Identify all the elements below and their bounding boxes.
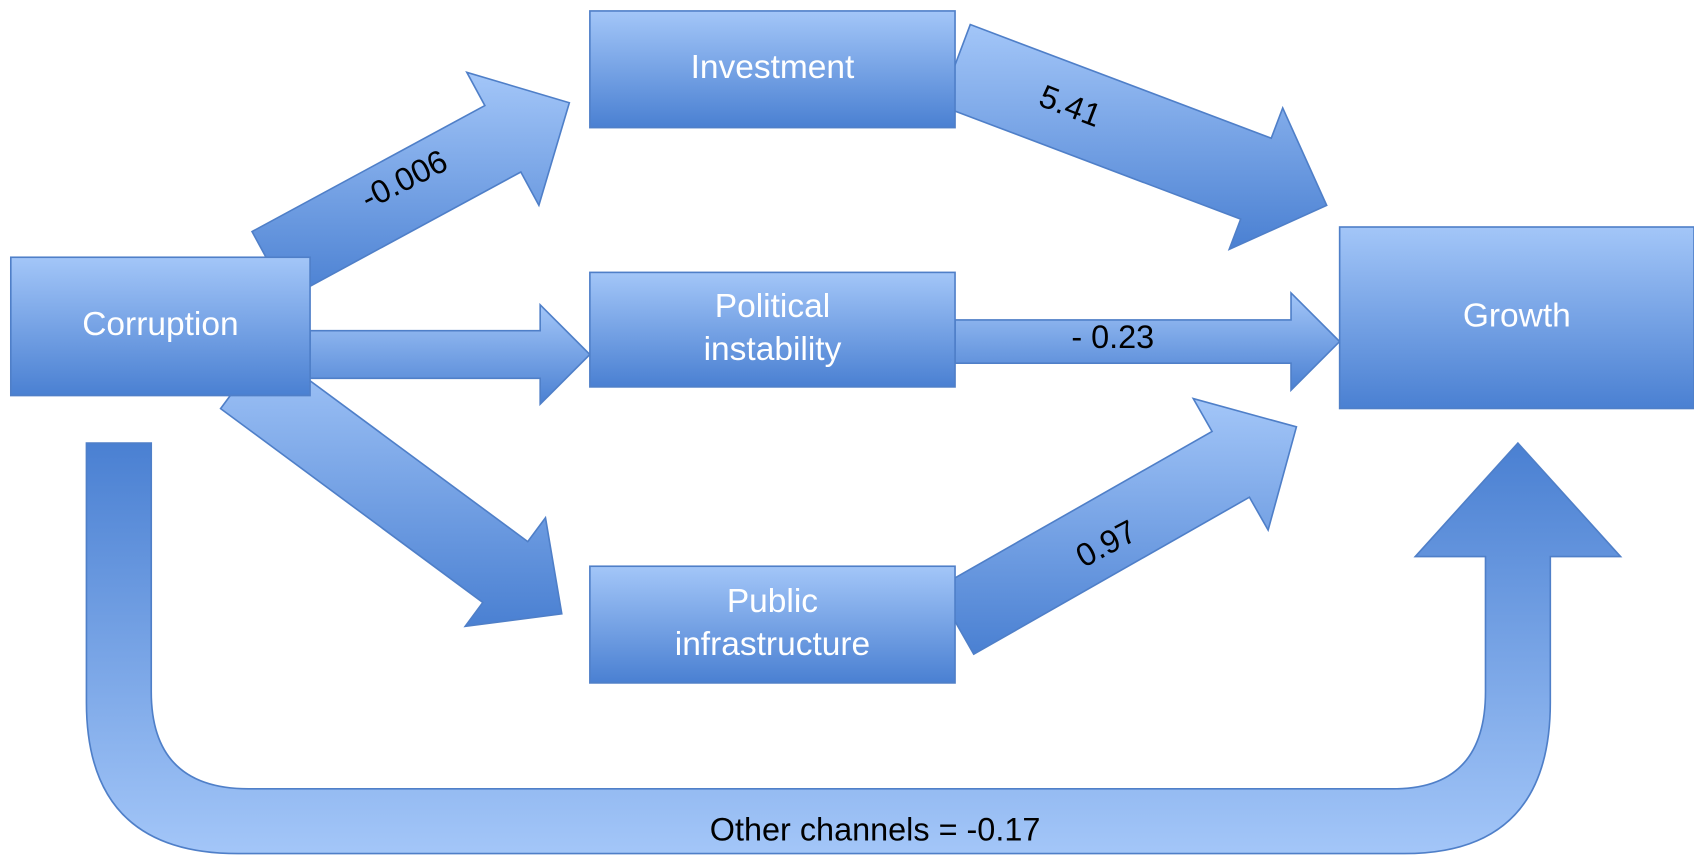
arrow [309,302,592,407]
node-label: Corruption [82,306,238,343]
node-box [589,271,956,388]
node-label: infrastructure [675,626,870,663]
node-label: Public [727,583,818,620]
node-label: Growth [1463,298,1571,335]
arrow [938,23,1328,251]
node-box [1338,226,1694,410]
arrow [954,290,1341,393]
u-arrow [85,441,1623,855]
node-label: Investment [691,49,855,86]
arrow [250,70,571,300]
node-label: instability [704,331,842,368]
edge-label: - 0.23 [1071,319,1154,355]
node-box [589,10,956,129]
node-label: Political [715,288,830,325]
node-box [9,256,311,397]
arrow [935,397,1298,656]
node-box [589,565,956,684]
edge-label: Other channels = -0.17 [710,812,1041,848]
